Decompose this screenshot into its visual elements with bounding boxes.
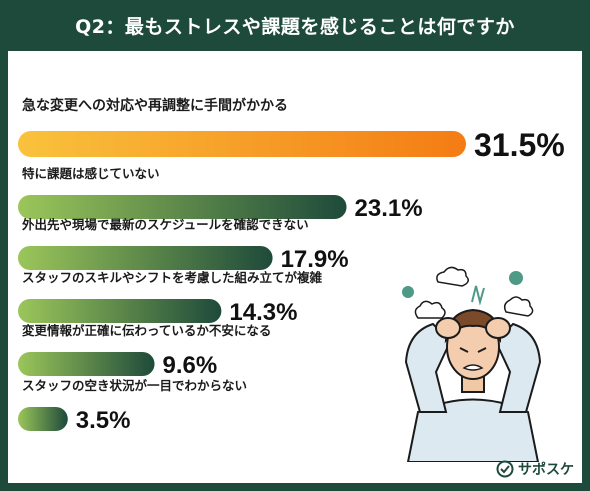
- bar: [18, 246, 273, 270]
- value-label: 31.5%: [474, 127, 565, 163]
- value-label: 17.9%: [281, 246, 349, 273]
- bar-chart: 急な変更への対応や再調整に手間がかかる 31.5% 特に課題は感じていない 23.1%…: [18, 97, 565, 434]
- bar: [18, 299, 222, 323]
- bar: [18, 352, 155, 376]
- category-label: 外出先や現場で最新のスケジュールを確認できない: [21, 217, 309, 232]
- value-label: 9.6%: [163, 352, 218, 379]
- chart-header: Q2：最もストレスや課題を感じることは何ですか: [0, 0, 590, 51]
- category-label: スタッフのスキルやシフトを考慮した組み立てが複雑: [22, 270, 323, 285]
- bar: [18, 407, 68, 431]
- value-label: 14.3%: [229, 299, 297, 326]
- bar: [18, 195, 347, 219]
- value-label: 3.5%: [76, 407, 131, 434]
- brand-logo: サポスケ: [496, 459, 574, 479]
- clock-check-icon: [496, 460, 514, 478]
- brand-logo-text: サポスケ: [518, 462, 574, 478]
- category-label: スタッフの空き状況が一目でわからない: [22, 378, 247, 393]
- bar: [18, 131, 466, 157]
- chart-title: Q2：最もストレスや課題を感じることは何ですか: [75, 16, 515, 38]
- category-label: 変更情報が正確に伝わっているか不安になる: [22, 323, 271, 338]
- stressed-person-icon: [402, 266, 542, 462]
- bar-group: 急な変更への対応や再調整に手間がかかる 31.5% 特に課題は感じていない 23.1%…: [18, 97, 565, 434]
- category-label: 急な変更への対応や再調整に手間がかかる: [22, 97, 288, 114]
- value-label: 23.1%: [355, 195, 423, 222]
- category-label: 特に課題は感じていない: [22, 166, 160, 181]
